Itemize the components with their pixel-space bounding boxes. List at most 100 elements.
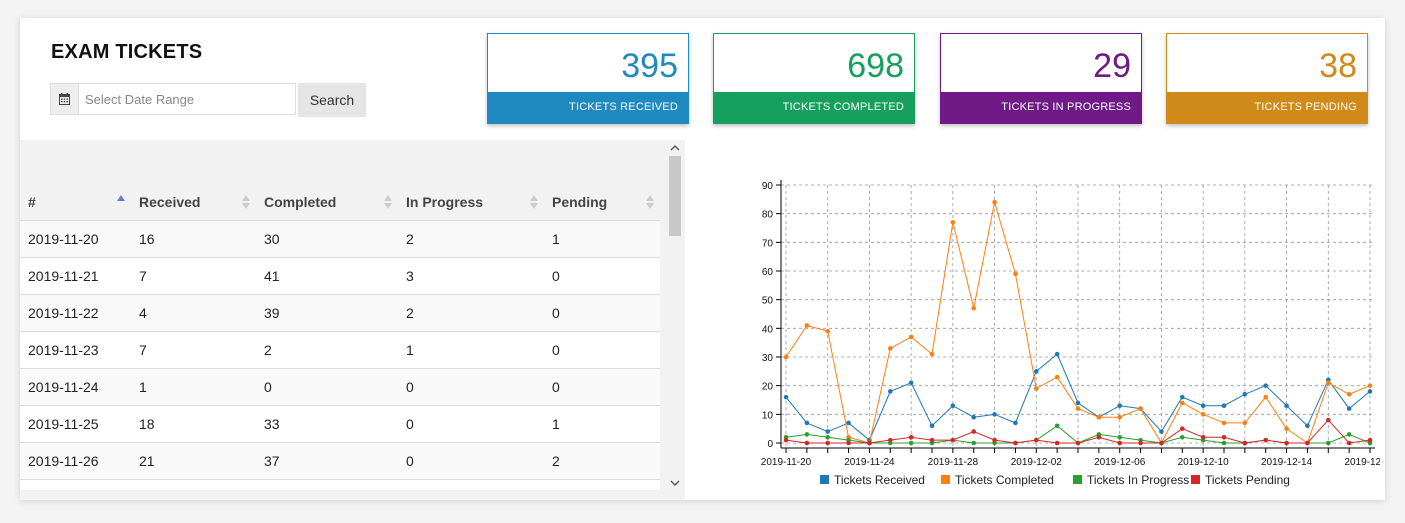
data-point (1367, 389, 1373, 394)
sort-both-icon[interactable] (242, 194, 250, 210)
table-row[interactable]: 2019-11-25 18 33 0 1 (20, 405, 660, 443)
column-header-label: Received (139, 194, 201, 210)
data-point (1117, 403, 1123, 409)
sort-asc-icon[interactable] (117, 194, 125, 210)
y-tick-label: 0 (767, 439, 773, 450)
table-row[interactable]: 2019-11-22 4 39 2 0 (20, 294, 660, 332)
data-point (1013, 440, 1018, 446)
table-cell: 2019-11-25 (20, 405, 131, 443)
data-point (1284, 426, 1289, 431)
table-row[interactable]: 2019-11-21 7 41 3 0 (20, 257, 660, 295)
data-point (1325, 440, 1331, 446)
table-row[interactable]: 2019-11-26 21 37 0 2 (20, 442, 660, 480)
data-point (1033, 386, 1039, 391)
table-cell: 21 (131, 442, 256, 480)
scrollbar-thumb[interactable] (669, 156, 681, 236)
data-point (1075, 440, 1081, 446)
stat-card-in-progress: 29 TICKETS IN PROGRESS (940, 33, 1142, 124)
y-tick-label: 90 (762, 181, 774, 192)
calendar-icon[interactable] (51, 84, 79, 114)
table-cell: 7 (131, 331, 256, 369)
data-point (1346, 391, 1352, 397)
table-cell: 0 (398, 368, 544, 406)
date-range-picker[interactable] (50, 83, 296, 115)
table-cell: 0 (398, 405, 544, 443)
sort-both-icon[interactable] (384, 194, 392, 210)
stat-label-received: TICKETS RECEIVED (569, 101, 678, 113)
stat-card-pending: 38 TICKETS PENDING (1166, 33, 1368, 124)
stat-card-received: 395 TICKETS RECEIVED (487, 33, 689, 124)
table-scrollbar[interactable] (665, 140, 685, 490)
tickets-table-container[interactable]: # Received Completed In Progress (20, 140, 660, 490)
column-header-pending[interactable]: Pending (544, 140, 660, 221)
data-point (867, 440, 872, 446)
data-point (929, 423, 935, 429)
table-cell: 0 (544, 368, 660, 406)
data-point (1221, 403, 1227, 409)
data-point (1096, 434, 1102, 440)
data-point (1284, 403, 1289, 409)
stat-card-completed: 698 TICKETS COMPLETED (713, 33, 915, 124)
sort-both-icon[interactable] (530, 194, 538, 210)
data-point (1179, 426, 1185, 431)
table-cell: 0 (256, 368, 398, 406)
data-point (804, 323, 810, 328)
column-header-received[interactable]: Received (131, 140, 256, 221)
table-cell: 2019-11-20 (20, 220, 131, 258)
y-tick-label: 50 (762, 296, 774, 307)
search-button[interactable]: Search (298, 83, 366, 117)
scroll-up-icon[interactable] (670, 143, 680, 153)
data-point (1054, 351, 1060, 357)
date-range-input[interactable] (79, 84, 294, 114)
data-point (1221, 420, 1227, 426)
sort-both-icon[interactable] (646, 194, 654, 210)
data-point (908, 334, 914, 340)
table-cell: 1 (398, 331, 544, 369)
data-point (1117, 434, 1123, 440)
table-cell: 0 (398, 479, 544, 490)
table-row[interactable]: 2019-11-20 16 30 2 1 (20, 220, 660, 258)
data-point (1305, 440, 1310, 446)
table-cell: 4 (131, 294, 256, 332)
table-cell: 1 (544, 405, 660, 443)
table-cell: 2019-11-23 (20, 331, 131, 369)
data-point (992, 199, 997, 205)
data-point (1159, 440, 1164, 446)
data-point (1013, 271, 1018, 277)
table-cell: 1 (131, 368, 256, 406)
data-point (1325, 417, 1331, 423)
legend-label: Tickets In Progress (1087, 473, 1189, 487)
column-header-completed[interactable]: Completed (256, 140, 398, 221)
data-point (887, 389, 893, 394)
data-point (887, 346, 893, 351)
data-point (1200, 403, 1206, 409)
data-point (1033, 369, 1039, 374)
column-header-label: Pending (552, 194, 608, 210)
table-row[interactable]: 2019-11-24 1 0 0 0 (20, 368, 660, 406)
series-line-2 (785, 425, 1371, 444)
table-row[interactable]: 2019-11-23 7 2 1 0 (20, 331, 660, 369)
data-point (1179, 394, 1185, 400)
data-point (971, 429, 977, 434)
scroll-down-icon[interactable] (670, 478, 680, 488)
data-point (1033, 437, 1039, 443)
data-point (1325, 380, 1331, 386)
x-tick-label: 2019-11-20 (761, 457, 812, 468)
data-point (950, 403, 956, 409)
table-row[interactable]: 2019-11-2763101 (20, 479, 660, 490)
data-point (1346, 406, 1352, 411)
data-point (804, 440, 810, 446)
legend-label: Tickets Completed (955, 473, 1054, 487)
data-point (804, 420, 810, 426)
data-point (971, 440, 977, 446)
data-point (1284, 440, 1289, 446)
data-point (1263, 394, 1269, 400)
legend-swatch (1191, 475, 1200, 484)
stat-label-in-progress: TICKETS IN PROGRESS (1001, 101, 1131, 113)
data-point (1179, 434, 1185, 440)
column-header-in-progress[interactable]: In Progress (398, 140, 544, 221)
column-header-date[interactable]: # (20, 140, 131, 221)
data-point (1346, 432, 1352, 437)
x-tick-label: 2019-12-02 (1011, 457, 1063, 468)
table-cell: 1 (544, 479, 660, 490)
